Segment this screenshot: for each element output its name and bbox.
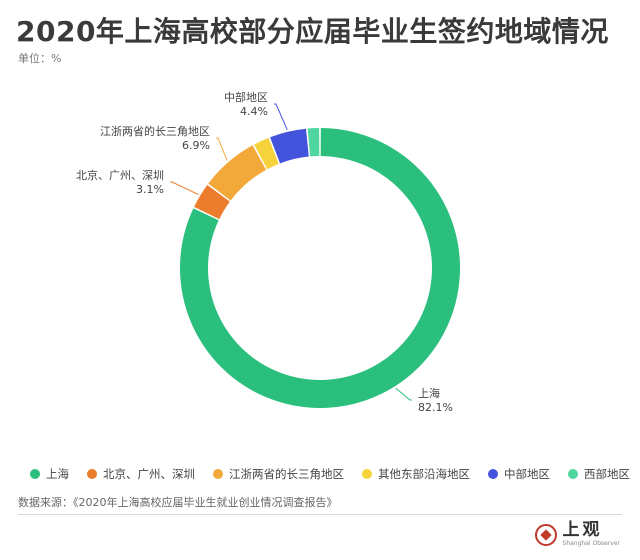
label-line-3 xyxy=(274,103,288,131)
publisher-logo: 上观 Shanghai Observer xyxy=(534,520,620,547)
label-line-0 xyxy=(395,387,412,401)
legend-label-0: 上海 xyxy=(46,467,69,481)
chart-legend: 上海 北京、广州、深圳 江浙两省的长三角地区 其他东部沿海地区 中部地区 西部地区 xyxy=(30,466,640,482)
legend-swatch-1 xyxy=(87,469,97,479)
legend-label-2: 江浙两省的长三角地区 xyxy=(229,467,344,481)
shanghai-observer-logo-icon xyxy=(534,523,557,546)
legend-item-4: 中部地区 xyxy=(488,466,550,482)
legend-swatch-3 xyxy=(362,469,372,479)
legend-item-5: 西部地区 xyxy=(568,466,630,482)
slice-label-name-1: 北京、广州、深圳 xyxy=(76,168,164,182)
slice-5 xyxy=(307,128,320,157)
slice-3 xyxy=(254,137,279,170)
slice-label-value-2: 6.9% xyxy=(182,139,210,152)
slice-2 xyxy=(208,145,267,201)
legend-swatch-2 xyxy=(213,469,223,479)
legend-swatch-0 xyxy=(30,469,40,479)
logo-subtext: Shanghai Observer xyxy=(562,540,620,547)
legend-item-3: 其他东部沿海地区 xyxy=(362,466,470,482)
label-line-1 xyxy=(170,181,199,196)
legend-item-1: 北京、广州、深圳 xyxy=(87,466,195,482)
slice-1 xyxy=(194,184,230,220)
footer-divider xyxy=(18,514,622,515)
slice-label-value-1: 3.1% xyxy=(136,183,164,196)
slice-label-name-2: 江浙两省的长三角地区 xyxy=(100,124,210,138)
label-line-2 xyxy=(216,137,228,161)
unit-label: 单位：% xyxy=(18,52,62,65)
chart-title: 2020年上海高校部分应届毕业生签约地域情况 xyxy=(16,15,609,48)
slice-label-name-0: 上海 xyxy=(418,386,440,400)
legend-swatch-4 xyxy=(488,469,498,479)
legend-label-1: 北京、广州、深圳 xyxy=(103,467,195,481)
logo-text: 上观 xyxy=(562,520,603,540)
slice-label-value-3: 4.4% xyxy=(240,105,268,118)
slice-label-value-0: 82.1% xyxy=(418,401,453,414)
slice-4 xyxy=(270,128,309,164)
legend-label-3: 其他东部沿海地区 xyxy=(378,467,470,481)
legend-label-5: 西部地区 xyxy=(584,467,630,481)
legend-swatch-5 xyxy=(568,469,578,479)
legend-label-4: 中部地区 xyxy=(504,467,550,481)
slice-label-name-3: 中部地区 xyxy=(224,90,268,104)
data-source: 数据来源：《2020年上海高校应届毕业生就业创业情况调查报告》 xyxy=(18,496,338,509)
legend-item-0: 上海 xyxy=(30,466,69,482)
legend-item-2: 江浙两省的长三角地区 xyxy=(213,466,344,482)
